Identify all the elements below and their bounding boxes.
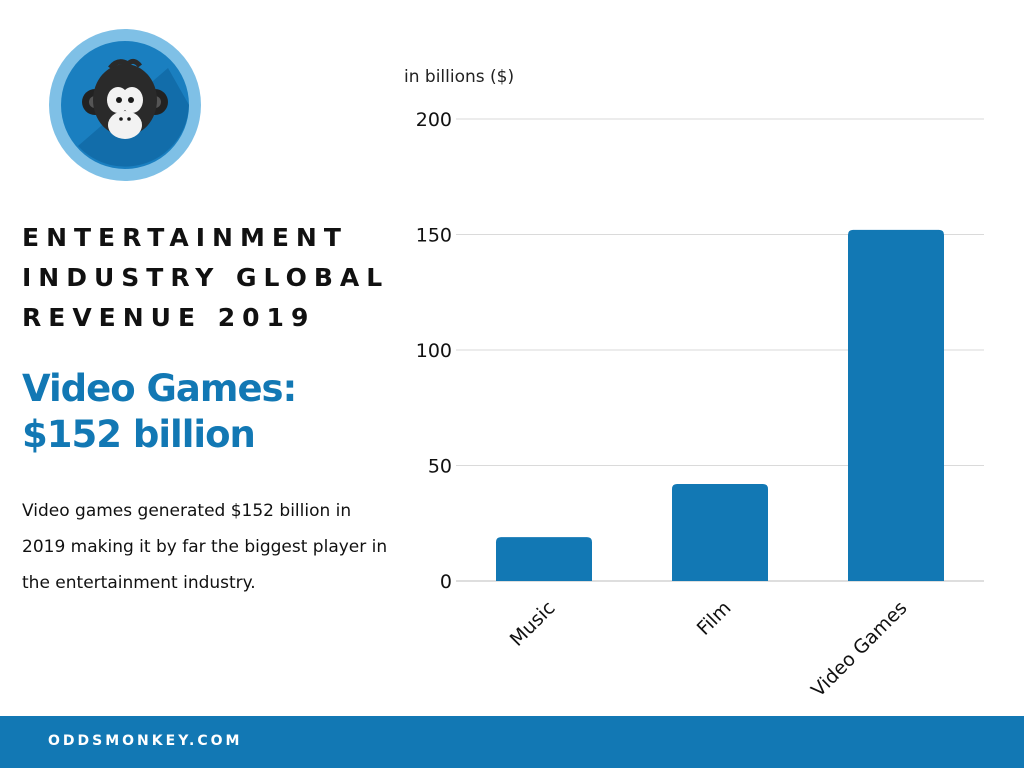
footer-bar: ODDSMONKEY.COM xyxy=(0,716,1024,768)
oddsmonkey-logo xyxy=(49,29,201,181)
main-title: ENTERTAINMENT INDUSTRY GLOBAL REVENUE 20… xyxy=(22,218,402,338)
x-tick-label: Film xyxy=(693,597,736,640)
y-tick-label: 200 xyxy=(416,109,452,131)
y-axis-label: in billions ($) xyxy=(404,67,514,87)
highlight-stat: Video Games: $152 billion xyxy=(22,366,402,458)
x-tick-label: Music xyxy=(506,597,560,651)
description-text: Video games generated $152 billion in 20… xyxy=(22,501,388,593)
highlight-line: $152 billion xyxy=(22,413,256,456)
y-tick-label: 50 xyxy=(428,456,452,478)
y-tick-label: 100 xyxy=(416,340,452,362)
y-tick-label: 0 xyxy=(440,571,452,593)
revenue-bar-chart: in billions ($) 0 50 100 150 200 Music Film Vide… xyxy=(404,67,984,701)
monkey-face-icon xyxy=(82,58,168,139)
highlight-line: Video Games: xyxy=(22,367,297,410)
bar xyxy=(496,537,592,581)
title-line: ENTERTAINMENT xyxy=(22,223,348,252)
x-tick-label: Video Games xyxy=(807,597,911,701)
bar xyxy=(848,229,944,581)
footer-site-link[interactable]: ODDSMONKEY.COM xyxy=(48,733,243,749)
y-tick-label: 150 xyxy=(416,225,452,247)
bar xyxy=(672,483,768,581)
title-line: INDUSTRY GLOBAL xyxy=(22,263,390,292)
title-line: REVENUE 2019 xyxy=(22,303,316,332)
